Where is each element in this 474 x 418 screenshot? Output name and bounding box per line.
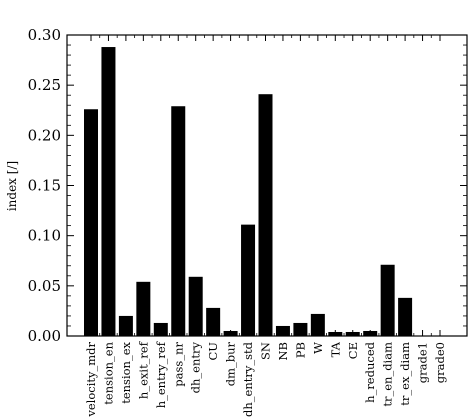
- x-tick-label: dh_entry_std: [241, 341, 255, 417]
- x-tick-label: W: [311, 342, 325, 354]
- y-axis-label: index [/]: [5, 161, 19, 211]
- bar: [136, 281, 151, 336]
- bar: [241, 224, 256, 336]
- bar: [293, 322, 308, 336]
- x-tick-label: CE: [346, 342, 360, 359]
- y-tick-label: 0.00: [28, 327, 61, 345]
- x-tick-label: h_reduced: [363, 341, 377, 402]
- bar: [188, 276, 203, 336]
- x-tick-label: dh_entry: [189, 342, 203, 394]
- x-tick-label: dm_bur: [224, 342, 238, 387]
- x-tick-label: pass_nr: [171, 342, 185, 387]
- bars-group: [84, 47, 413, 337]
- x-tick-label: tension_en: [101, 341, 115, 404]
- x-tick-label: grade0: [433, 342, 447, 383]
- y-tick-label: 0.30: [28, 26, 61, 44]
- y-tick-label: 0.25: [28, 76, 61, 94]
- x-tick-label: tr_en_diam: [381, 342, 395, 407]
- bar: [118, 315, 133, 336]
- x-tick-label: h_exit_ref: [136, 341, 150, 399]
- y-tick-label: 0.05: [28, 277, 61, 295]
- bar: [398, 297, 413, 336]
- y-tick-label: 0.10: [28, 227, 61, 245]
- bar: [171, 106, 186, 336]
- bar: [310, 313, 325, 336]
- bar: [258, 94, 273, 337]
- x-tick-label: TA: [328, 341, 342, 357]
- bar: [206, 307, 221, 336]
- x-tick-label: SN: [259, 342, 273, 360]
- x-tick-label: grade1: [416, 342, 430, 383]
- bar: [380, 264, 395, 336]
- x-tick-label: CU: [206, 342, 220, 361]
- x-tick-label: h_entry_ref: [154, 341, 168, 408]
- y-axis-ticks: 0.00 0.05 0.10 0.15 0.20 0.25 0.30: [28, 26, 467, 345]
- y-tick-label: 0.20: [28, 126, 61, 144]
- bar: [84, 109, 98, 336]
- bar: [153, 322, 168, 336]
- y-tick-label: 0.15: [28, 177, 61, 195]
- x-tick-label: NB: [276, 342, 290, 361]
- x-tick-label: velocity_mdr: [84, 341, 98, 417]
- x-tick-label: tension_ex: [119, 341, 133, 403]
- x-axis-ticks: velocity_mdr tension_en tension_ex h_exit_r…: [84, 35, 447, 418]
- bar: [101, 47, 116, 336]
- x-tick-label: tr_ex_diam: [398, 342, 412, 406]
- x-tick-label: PB: [293, 342, 307, 358]
